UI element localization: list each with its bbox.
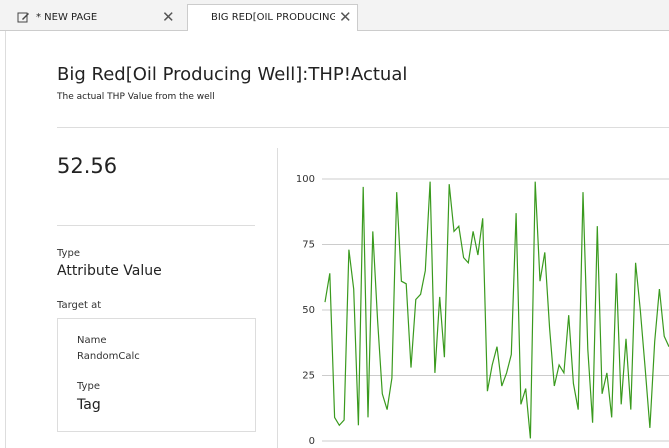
tab-active[interactable]: BIG RED[OIL PRODUCING ✕	[187, 4, 358, 31]
tab[interactable]: * NEW PAGE ✕	[6, 5, 184, 30]
value: Tag	[77, 397, 101, 413]
tab-label: * NEW PAGE	[36, 12, 98, 23]
y-tick-label: 50	[302, 305, 315, 316]
divider	[57, 127, 669, 128]
y-tick-label: 0	[309, 436, 315, 447]
close-button[interactable]: ✕	[339, 8, 352, 26]
y-tick-label: 25	[302, 371, 315, 382]
label: Name	[77, 335, 107, 346]
line	[324, 181, 669, 439]
current-value: 52.56	[57, 154, 118, 178]
y-tick-label: 100	[296, 174, 315, 185]
target-box	[57, 318, 256, 432]
label: Type	[57, 248, 80, 259]
value: Attribute Value	[57, 263, 162, 279]
edit-icon	[17, 12, 29, 23]
value: RandomCalc	[77, 351, 140, 362]
divider	[57, 225, 255, 226]
subtitle: The actual THP Value from the well	[57, 92, 215, 102]
divider	[277, 148, 278, 448]
close-button[interactable]: ✕	[162, 8, 175, 26]
border	[5, 31, 6, 448]
y-tick-label: 75	[302, 240, 315, 251]
title: Big Red[Oil Producing Well]:THP!Actual	[57, 64, 408, 85]
label: Type	[77, 381, 100, 392]
tab-label: BIG RED[OIL PRODUCING	[211, 12, 335, 23]
label: Target at	[57, 300, 102, 311]
